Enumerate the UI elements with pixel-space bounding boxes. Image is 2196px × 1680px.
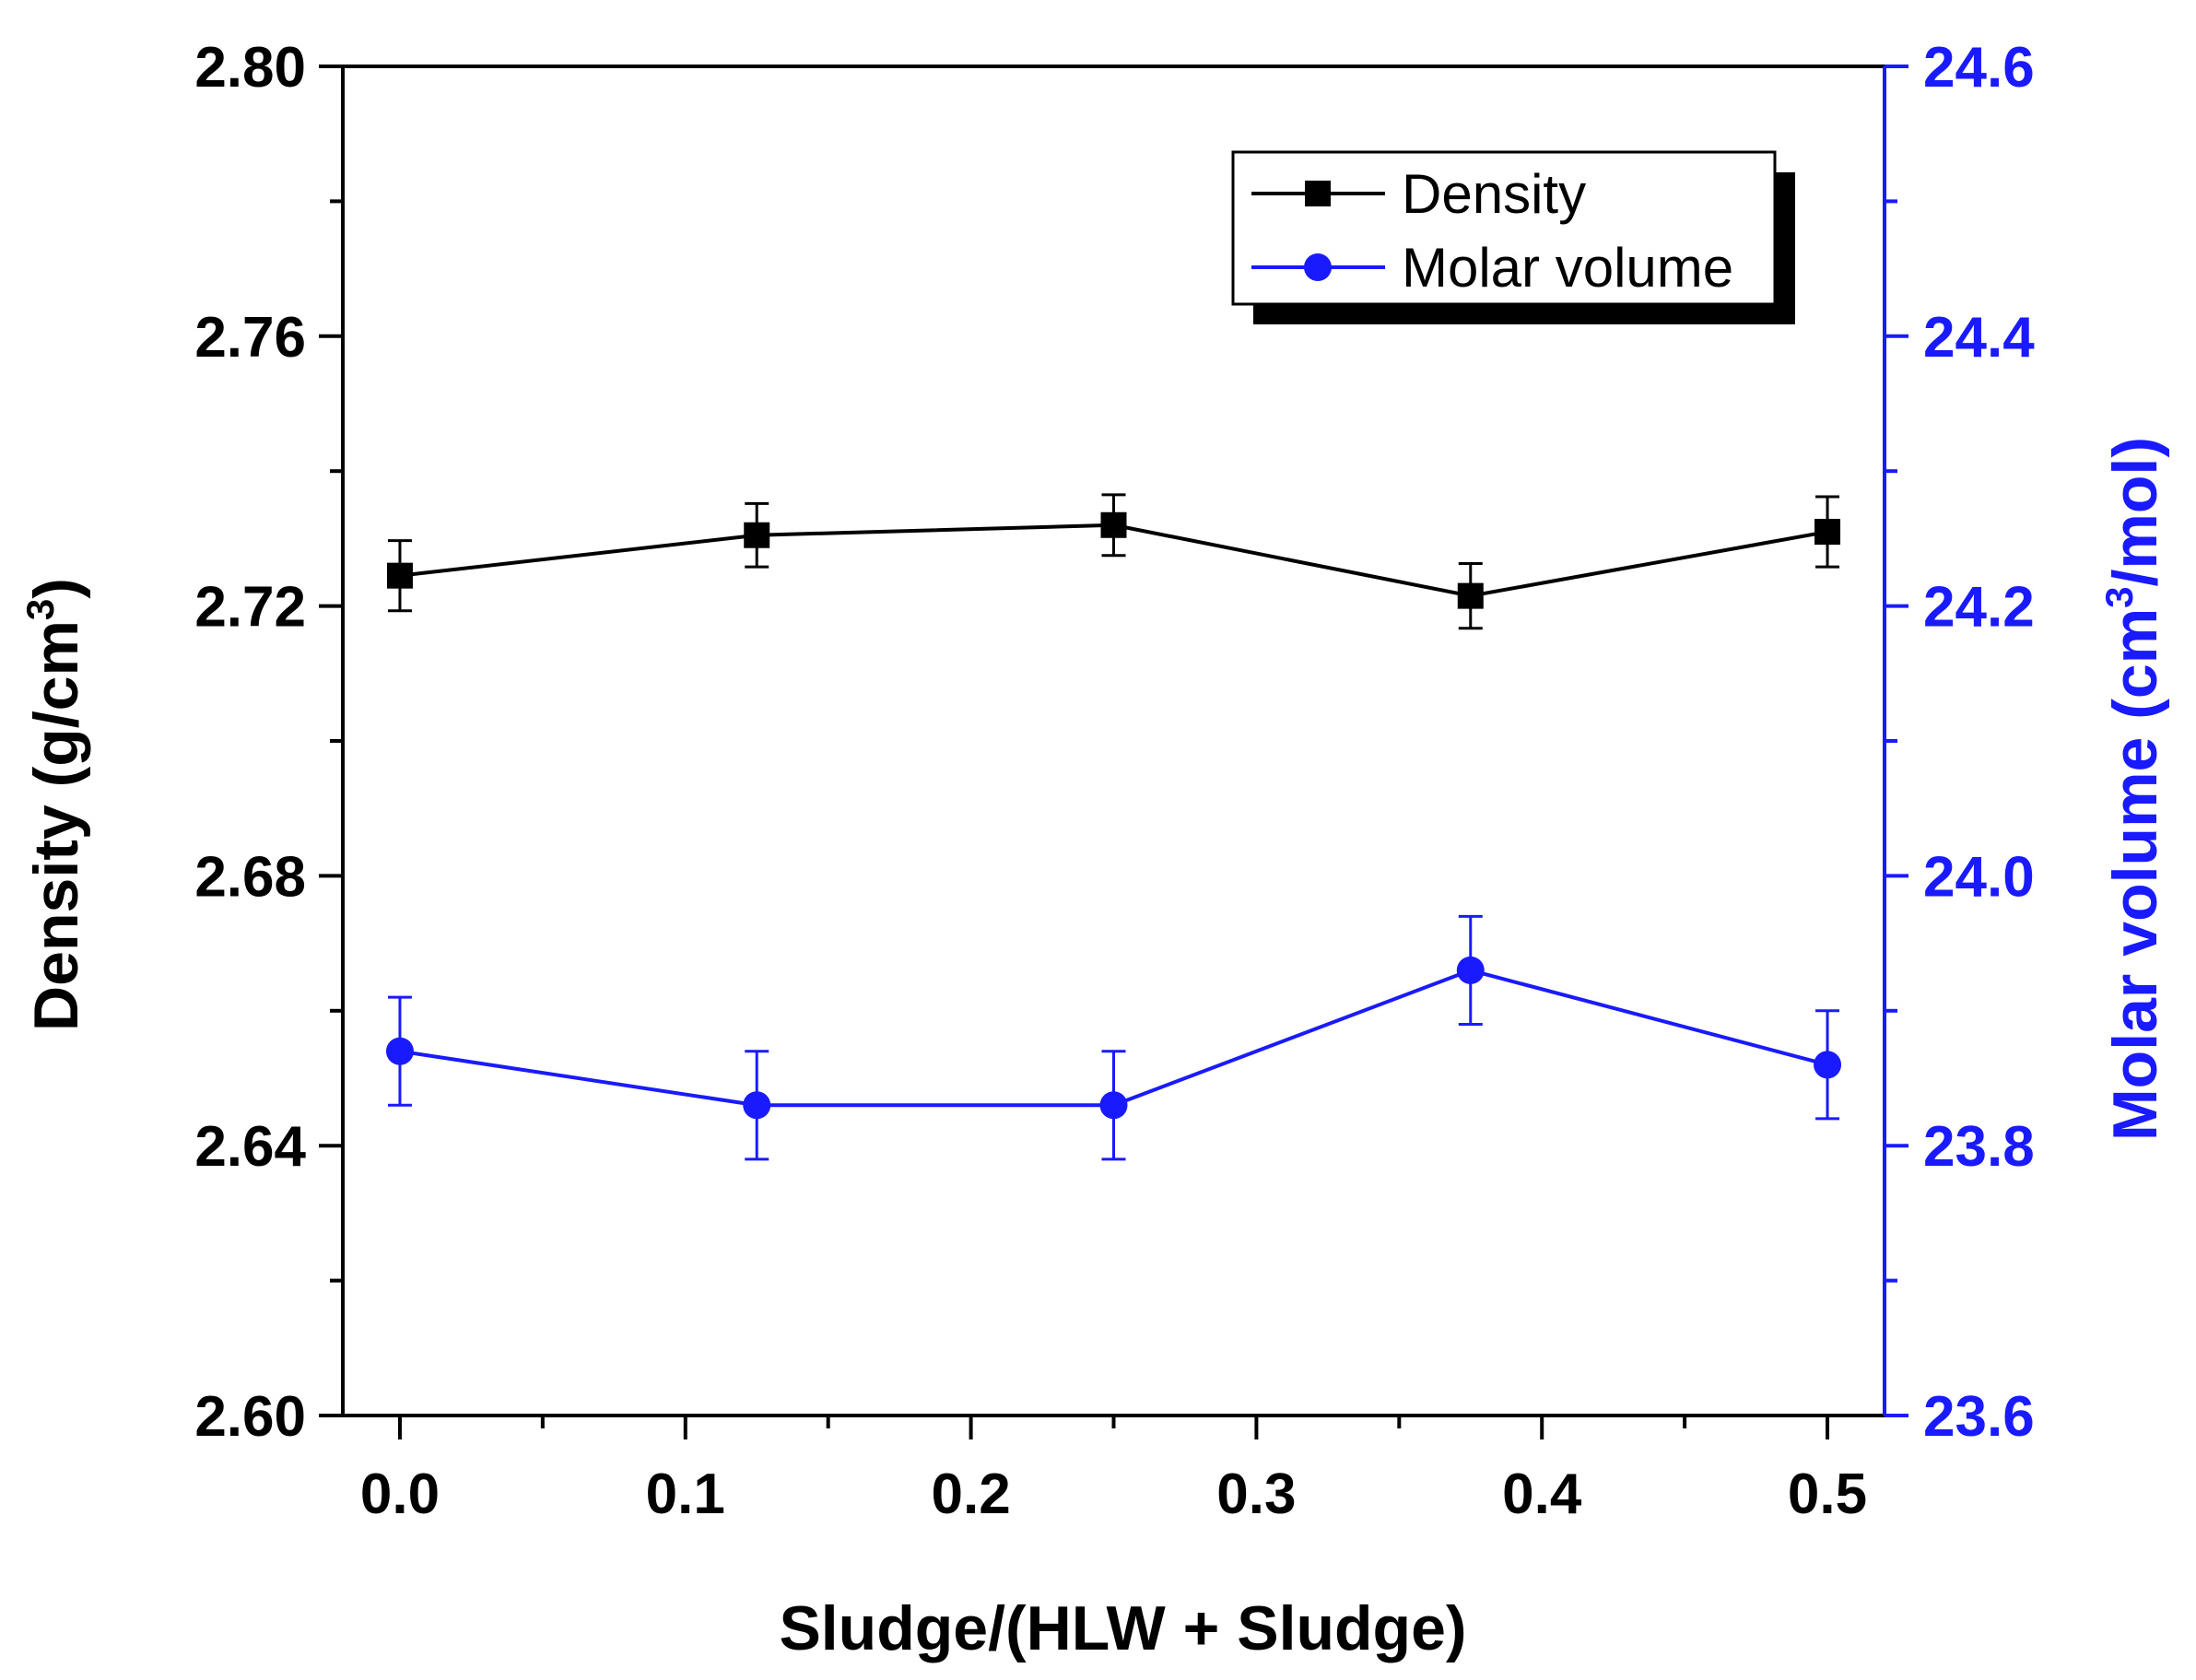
left-axis-title: Density (g/cm3) bbox=[18, 578, 91, 1031]
right-tick-label: 24.6 bbox=[1923, 36, 2035, 100]
legend-marker bbox=[1305, 181, 1331, 206]
right-axis-title-main: Molar volume (cm bbox=[2100, 608, 2170, 1141]
axes-layer: 2.60 2.64 2.68 2.72 2.76 2.80 23.6 23.8 24.0 24.2… bbox=[194, 36, 2035, 1526]
data-point bbox=[1814, 1051, 1842, 1079]
right-tick-label: 24.2 bbox=[1923, 576, 2035, 640]
data-point bbox=[1100, 511, 1127, 538]
x-tick-label: 0.0 bbox=[360, 1463, 440, 1526]
series-layer bbox=[385, 493, 1842, 1161]
right-tick-label: 23.8 bbox=[1923, 1115, 2035, 1179]
right-axis-title-tail: /mol) bbox=[2100, 437, 2170, 586]
data-point bbox=[1456, 956, 1485, 984]
left-tick-label: 2.76 bbox=[194, 306, 306, 370]
left-tick-label: 2.64 bbox=[194, 1115, 306, 1179]
left-tick-label: 2.72 bbox=[194, 576, 306, 640]
data-point bbox=[743, 1091, 771, 1120]
series-molar-volume bbox=[385, 914, 1842, 1161]
x-axis-title: Sludge/(HLW + Sludge) bbox=[779, 1593, 1466, 1663]
right-axis-title-superscript: 3 bbox=[2097, 586, 2141, 607]
data-point bbox=[744, 522, 770, 548]
x-tick-label: 0.5 bbox=[1788, 1463, 1867, 1526]
legend-marker bbox=[1304, 253, 1332, 281]
left-tick-label: 2.68 bbox=[194, 845, 306, 909]
data-point bbox=[1814, 519, 1841, 546]
data-point bbox=[1099, 1091, 1128, 1120]
axis-labels-layer: Sludge/(HLW + Sludge)Density (g/cm3)Mola… bbox=[18, 437, 2170, 1663]
legend-label: Density bbox=[1402, 163, 1586, 225]
data-point bbox=[1457, 582, 1484, 609]
left-tick-label: 2.80 bbox=[194, 36, 306, 100]
x-tick-label: 0.2 bbox=[931, 1463, 1010, 1526]
left-axis-title-main: Density (g/cm bbox=[21, 620, 91, 1031]
series-density bbox=[386, 493, 1841, 630]
x-tick-label: 0.1 bbox=[646, 1463, 725, 1526]
legend: Density Molar volume bbox=[1231, 150, 1795, 324]
right-tick-label: 23.6 bbox=[1923, 1385, 2035, 1449]
legend-label: Molar volume bbox=[1402, 237, 1733, 299]
left-tick-label: 2.60 bbox=[194, 1385, 306, 1449]
right-axis-title: Molar volume (cm3/mol) bbox=[2097, 437, 2170, 1141]
right-tick-label: 24.4 bbox=[1923, 306, 2035, 370]
right-tick-label: 24.0 bbox=[1923, 845, 2035, 909]
left-axis-title-tail: ) bbox=[21, 578, 91, 599]
x-tick-label: 0.3 bbox=[1216, 1463, 1296, 1526]
data-point bbox=[385, 1037, 414, 1065]
data-point bbox=[386, 562, 413, 589]
left-axis-title-superscript: 3 bbox=[18, 599, 62, 620]
x-tick-label: 0.4 bbox=[1502, 1463, 1582, 1526]
